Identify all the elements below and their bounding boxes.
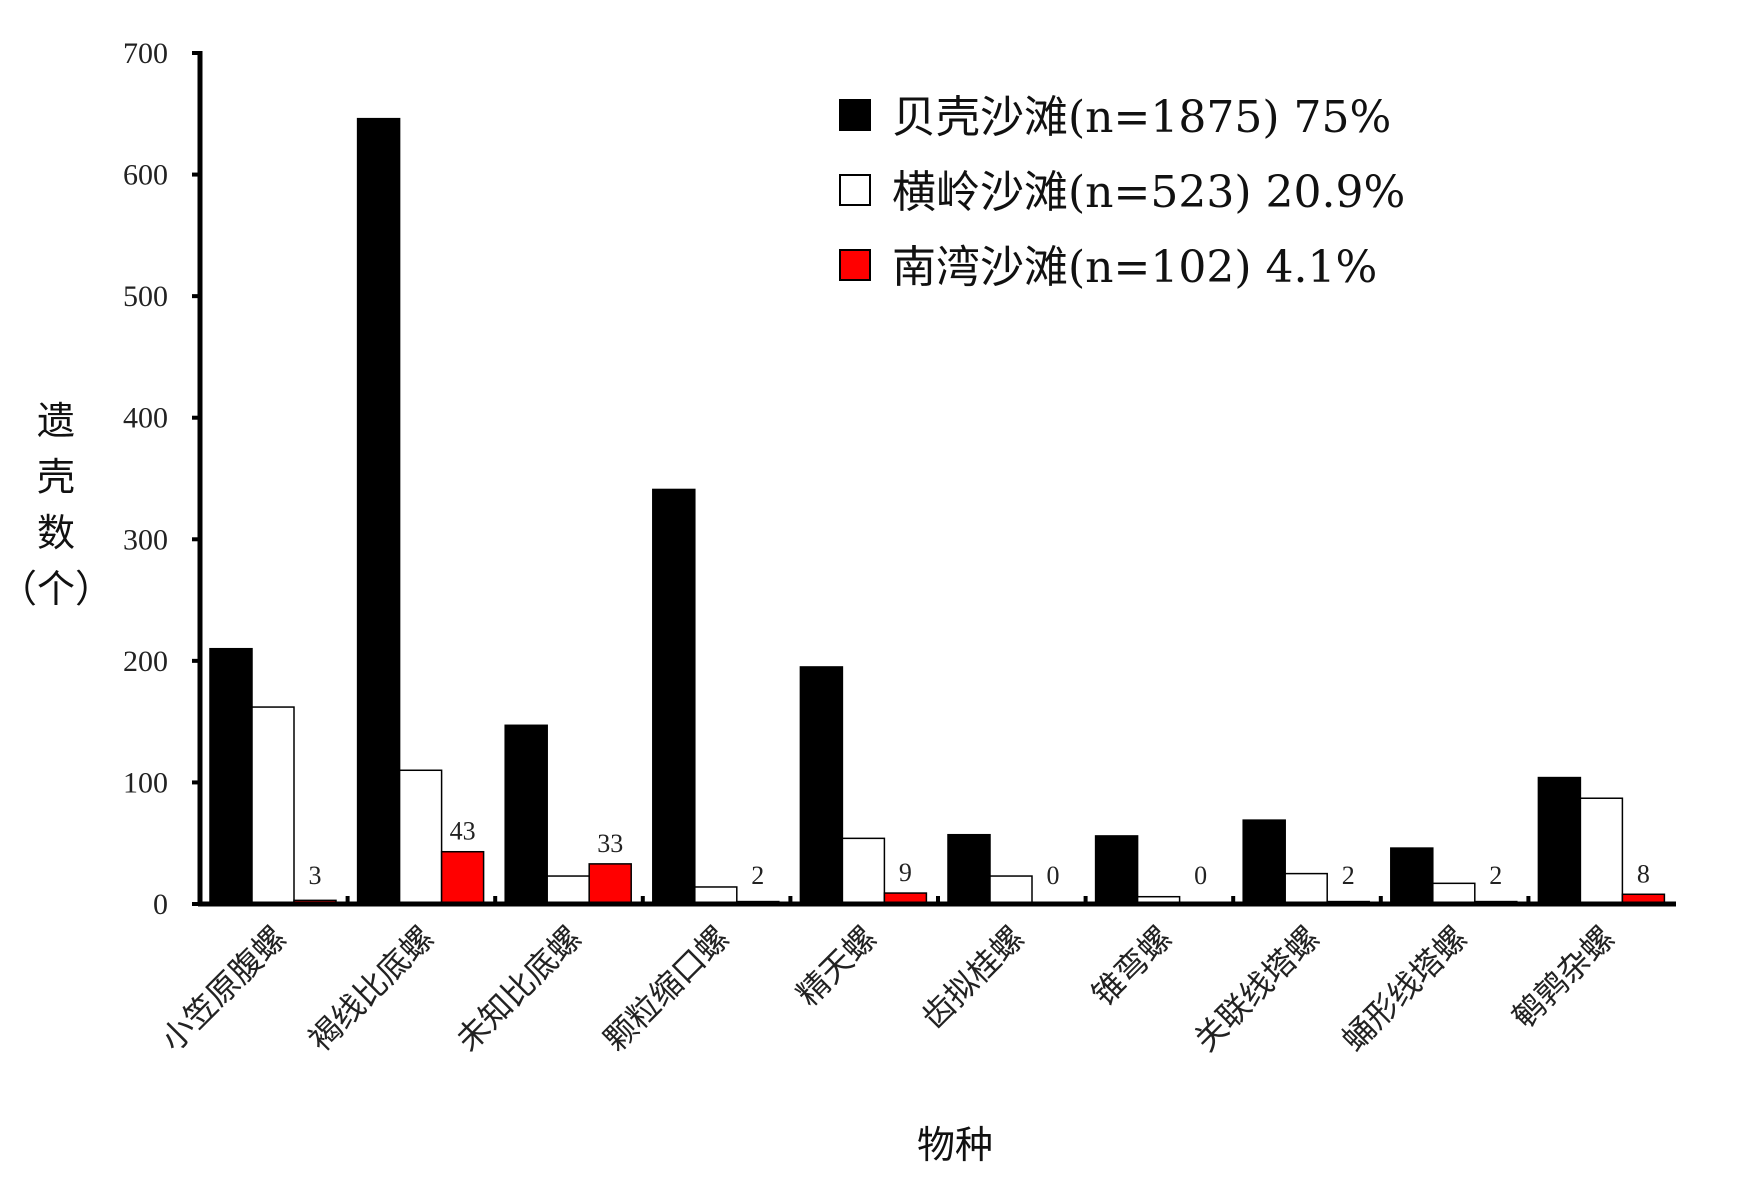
y-tick-label: 300 [123, 523, 168, 556]
data-label: 43 [450, 817, 476, 846]
legend: 贝壳沙滩(n=1875) 75% 横岭沙滩(n=523) 20.9% 南湾沙滩(… [839, 92, 1405, 293]
category-label: 锥弯螺 [1084, 919, 1179, 1014]
data-labels: 3 43 33 2 9 0 0 2 2 8 [309, 817, 1650, 890]
bar-1-9 [1579, 797, 1624, 905]
category-label: 精天螺 [789, 919, 884, 1014]
axes [197, 51, 1676, 907]
bars [209, 117, 1666, 905]
legend-swatch-nanwan [839, 249, 871, 281]
data-label: 33 [597, 829, 623, 858]
bar-1-7 [1284, 872, 1328, 905]
bar-2-2 [588, 863, 632, 905]
y-axis-title-char: （个） [0, 567, 113, 611]
y-tick-label: 500 [123, 280, 168, 313]
y-tick-label: 0 [153, 888, 168, 921]
bar-0-6 [1094, 835, 1139, 905]
bar-0-4 [799, 666, 844, 905]
y-axis-title-char: 数 [37, 511, 75, 555]
bar-1-3 [694, 886, 738, 905]
data-label: 8 [1637, 859, 1650, 888]
bar-1-5 [989, 875, 1033, 905]
legend-swatch-beike [839, 99, 871, 131]
category-label: 小笠原腹螺 [153, 919, 293, 1059]
legend-swatch-hengling [839, 174, 871, 206]
x-axis-title: 物种 [917, 1123, 993, 1167]
bar-2-1 [440, 850, 485, 905]
category-label: 褐线比底螺 [301, 919, 441, 1059]
bar-0-8 [1390, 847, 1434, 905]
data-label: 0 [1047, 861, 1060, 890]
data-label: 3 [309, 861, 322, 890]
bar-1-0 [251, 706, 295, 905]
data-label: 0 [1194, 861, 1207, 890]
y-tick-label: 100 [123, 766, 168, 799]
data-label: 2 [1342, 861, 1355, 890]
category-label: 关联线塔螺 [1187, 919, 1327, 1059]
bar-1-8 [1432, 882, 1476, 905]
bar-0-0 [209, 647, 253, 905]
legend-label-hengling: 横岭沙滩(n=523) 20.9% [892, 167, 1405, 218]
category-label: 齿拟桂螺 [914, 919, 1031, 1036]
data-label: 9 [899, 858, 912, 887]
y-tick-label: 200 [123, 645, 168, 678]
category-labels: 小笠原腹螺 褐线比底螺 未知比底螺 颗粒缩口螺 精天螺 齿拟桂螺 锥弯螺 关联线塔螺 蛹形线塔螺… [153, 919, 1621, 1059]
y-axis-ticks: 0 100 200 300 400 500 600 700 [123, 37, 200, 921]
y-axis-title-char: 壳 [37, 455, 75, 499]
bar-1-2 [546, 875, 590, 905]
bar-0-9 [1537, 776, 1582, 905]
category-label: 鹌鹑杂螺 [1504, 919, 1621, 1036]
bar-0-5 [947, 833, 991, 905]
bar-0-1 [356, 117, 401, 905]
y-axis-title: 遗 壳 数 （个） [0, 399, 113, 611]
legend-label-nanwan: 南湾沙滩(n=102) 4.1% [892, 242, 1377, 293]
bar-0-7 [1242, 819, 1286, 905]
y-tick-label: 700 [123, 37, 168, 70]
category-label: 蛹形线塔螺 [1334, 919, 1474, 1059]
data-label: 2 [1489, 861, 1502, 890]
bar-1-1 [398, 769, 443, 905]
y-tick-label: 400 [123, 402, 168, 435]
category-label: 颗粒缩口螺 [596, 919, 736, 1059]
bar-1-4 [841, 837, 886, 905]
legend-label-beike: 贝壳沙滩(n=1875) 75% [892, 92, 1391, 143]
y-tick-label: 600 [123, 159, 168, 192]
data-label: 2 [751, 861, 764, 890]
bar-0-3 [652, 488, 696, 905]
bar-0-2 [504, 724, 548, 905]
y-axis-title-char: 遗 [37, 399, 75, 443]
category-label: 未知比底螺 [449, 919, 589, 1059]
